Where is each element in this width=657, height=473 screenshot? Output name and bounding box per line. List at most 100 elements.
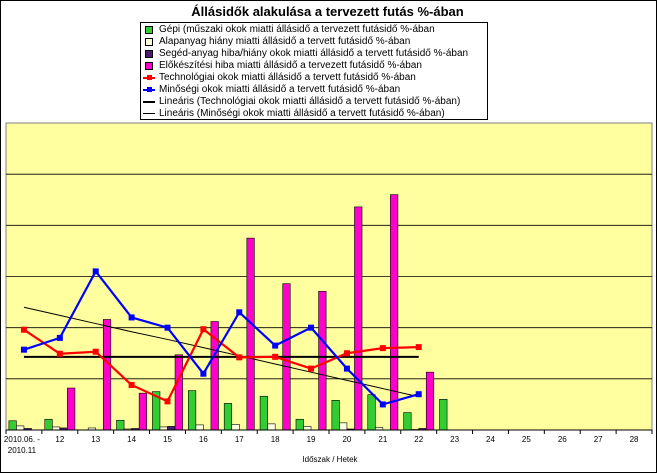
bar-series-4-cat-4 bbox=[174, 354, 183, 430]
x-tick-label: 17 bbox=[235, 435, 244, 444]
legend-item-3: Segéd-anyag hiba/hiány okok miatti állás… bbox=[143, 48, 468, 60]
line-marker-1-11 bbox=[415, 344, 422, 351]
bar-series-4-cat-2 bbox=[102, 319, 112, 430]
line-marker-2-6 bbox=[236, 309, 243, 316]
bar-series-2-cat-10 bbox=[374, 427, 384, 430]
line-marker-1-1 bbox=[56, 350, 63, 357]
bar-series-1-cat-8 bbox=[295, 418, 304, 430]
bar-series-1-cat-12 bbox=[439, 398, 448, 430]
line-marker-2-3 bbox=[128, 314, 135, 321]
bar-series-4-cat-8 bbox=[318, 291, 327, 430]
line-marker-1-9 bbox=[343, 350, 350, 357]
line-marker-2-2 bbox=[92, 268, 99, 275]
x-tick-label: 14 bbox=[127, 435, 136, 444]
line-marker-1-0 bbox=[20, 326, 27, 333]
line-marker-1-4 bbox=[164, 398, 171, 405]
bar-series-4-cat-6 bbox=[246, 237, 255, 430]
line-marker-1-5 bbox=[200, 326, 207, 333]
bar-series-1-cat-3 bbox=[116, 419, 125, 430]
bar-series-4-cat-11 bbox=[425, 371, 435, 430]
line-marker-1-3 bbox=[128, 381, 135, 388]
x-axis-title: Időszak / Hetek bbox=[302, 455, 358, 464]
x-tick-label: 23 bbox=[450, 435, 459, 444]
line-marker-2-1 bbox=[56, 334, 63, 341]
legend-item-8: Lineáris (Minőségi okok miatti állásidő … bbox=[143, 108, 445, 120]
x-tick-label: 16 bbox=[199, 435, 208, 444]
bar-series-1-cat-7 bbox=[259, 395, 268, 430]
bar-series-1-cat-6 bbox=[223, 403, 233, 430]
legend-swatch bbox=[143, 72, 155, 84]
trend-line-2 bbox=[23, 306, 419, 398]
x-tick-label: 2010.06. -2010.11 bbox=[4, 435, 40, 455]
line-marker-2-8 bbox=[308, 324, 315, 331]
line-marker-2-11 bbox=[415, 391, 422, 398]
bar-series-2-cat-2 bbox=[87, 427, 97, 430]
legend-item-6: Minőségi okok miatti állásidő a tervett … bbox=[143, 84, 400, 96]
bar-series-2-cat-6 bbox=[231, 424, 240, 430]
bar-series-4-cat-10 bbox=[390, 194, 399, 430]
x-tick-label: 21 bbox=[378, 435, 387, 444]
line-marker-2-7 bbox=[272, 342, 279, 349]
bar-series-3-cat-4 bbox=[167, 426, 176, 430]
x-tick-label: 28 bbox=[630, 435, 639, 444]
legend-label: Előkészítési hiba miatti állásidő a terv… bbox=[159, 60, 422, 71]
bar-series-1-cat-5 bbox=[188, 390, 197, 430]
x-tick-label: 24 bbox=[486, 435, 495, 444]
x-tick-label: 26 bbox=[558, 435, 567, 444]
legend-item-2: Alapanyag hiány miatti állásidő a tervet… bbox=[143, 36, 410, 48]
legend-label: Alapanyag hiány miatti állásidő a tervet… bbox=[159, 36, 411, 47]
legend-item-1: Gépi (műszaki okok miatti állásidő a ter… bbox=[143, 24, 435, 36]
line-marker-1-6 bbox=[236, 354, 243, 361]
line-marker-1-8 bbox=[308, 365, 315, 372]
bar-series-4-cat-3 bbox=[138, 392, 147, 430]
bar-series-4-cat-1 bbox=[67, 387, 76, 430]
line-marker-2-10 bbox=[379, 401, 386, 408]
bar-series-2-cat-9 bbox=[339, 422, 348, 430]
bar-series-4-cat-5 bbox=[210, 321, 219, 430]
bar-series-2-cat-5 bbox=[195, 424, 204, 430]
legend: Gépi (műszaki okok miatti állásidő a ter… bbox=[140, 22, 488, 120]
bar-series-1-cat-11 bbox=[403, 412, 412, 430]
line-marker-1-10 bbox=[379, 345, 386, 352]
line-marker-2-0 bbox=[20, 346, 27, 353]
x-tick-label: 19 bbox=[307, 435, 316, 444]
legend-item-4: Előkészítési hiba miatti állásidő a terv… bbox=[143, 60, 422, 72]
legend-label: Lineáris (Technológiai okok miatti állás… bbox=[159, 96, 461, 107]
bar-series-1-cat-4 bbox=[152, 391, 161, 430]
legend-swatch bbox=[143, 96, 155, 108]
bar-series-1-cat-0 bbox=[8, 420, 17, 430]
x-tick-label: 22 bbox=[414, 435, 423, 444]
bar-series-1-cat-9 bbox=[331, 400, 340, 430]
bar-series-2-cat-7 bbox=[267, 423, 276, 430]
bar-series-2-cat-8 bbox=[303, 426, 312, 430]
line-marker-2-9 bbox=[343, 365, 350, 372]
bar-series-1-cat-10 bbox=[367, 394, 376, 430]
bar-series-2-cat-0 bbox=[16, 425, 25, 430]
legend-item-7: Lineáris (Technológiai okok miatti állás… bbox=[143, 96, 460, 108]
legend-swatch bbox=[143, 84, 155, 96]
bar-series-1-cat-1 bbox=[44, 418, 53, 430]
x-tick-label: 12 bbox=[55, 435, 64, 444]
x-tick-label: 25 bbox=[522, 435, 531, 444]
legend-label: Lineáris (Minőségi okok miatti állásidő … bbox=[159, 108, 445, 119]
legend-swatch bbox=[143, 60, 155, 72]
legend-label: Minőségi okok miatti állásidő a tervett … bbox=[159, 84, 401, 95]
bar-series-4-cat-9 bbox=[354, 206, 363, 430]
chart-title: Állásidők alakulása a tervezett futás %-… bbox=[191, 4, 464, 19]
x-tick-label: 27 bbox=[594, 435, 603, 444]
legend-swatch bbox=[143, 36, 155, 48]
legend-item-5: Technológiai okok miatti állásidő a terv… bbox=[143, 72, 416, 84]
legend-label: Gépi (műszaki okok miatti állásidő a ter… bbox=[159, 24, 435, 35]
legend-swatch bbox=[143, 48, 155, 60]
line-marker-2-5 bbox=[200, 370, 207, 377]
legend-label: Technológiai okok miatti állásidő a terv… bbox=[159, 72, 416, 83]
x-tick-label: 18 bbox=[271, 435, 280, 444]
legend-swatch bbox=[143, 24, 155, 36]
x-tick-label: 20 bbox=[342, 435, 351, 444]
line-marker-1-7 bbox=[272, 353, 279, 360]
line-marker-1-2 bbox=[92, 348, 99, 355]
x-tick-label: 15 bbox=[163, 435, 172, 444]
x-tick-label: 13 bbox=[91, 435, 100, 444]
legend-label: Segéd-anyag hiba/hiány okok miatti állás… bbox=[159, 48, 469, 59]
